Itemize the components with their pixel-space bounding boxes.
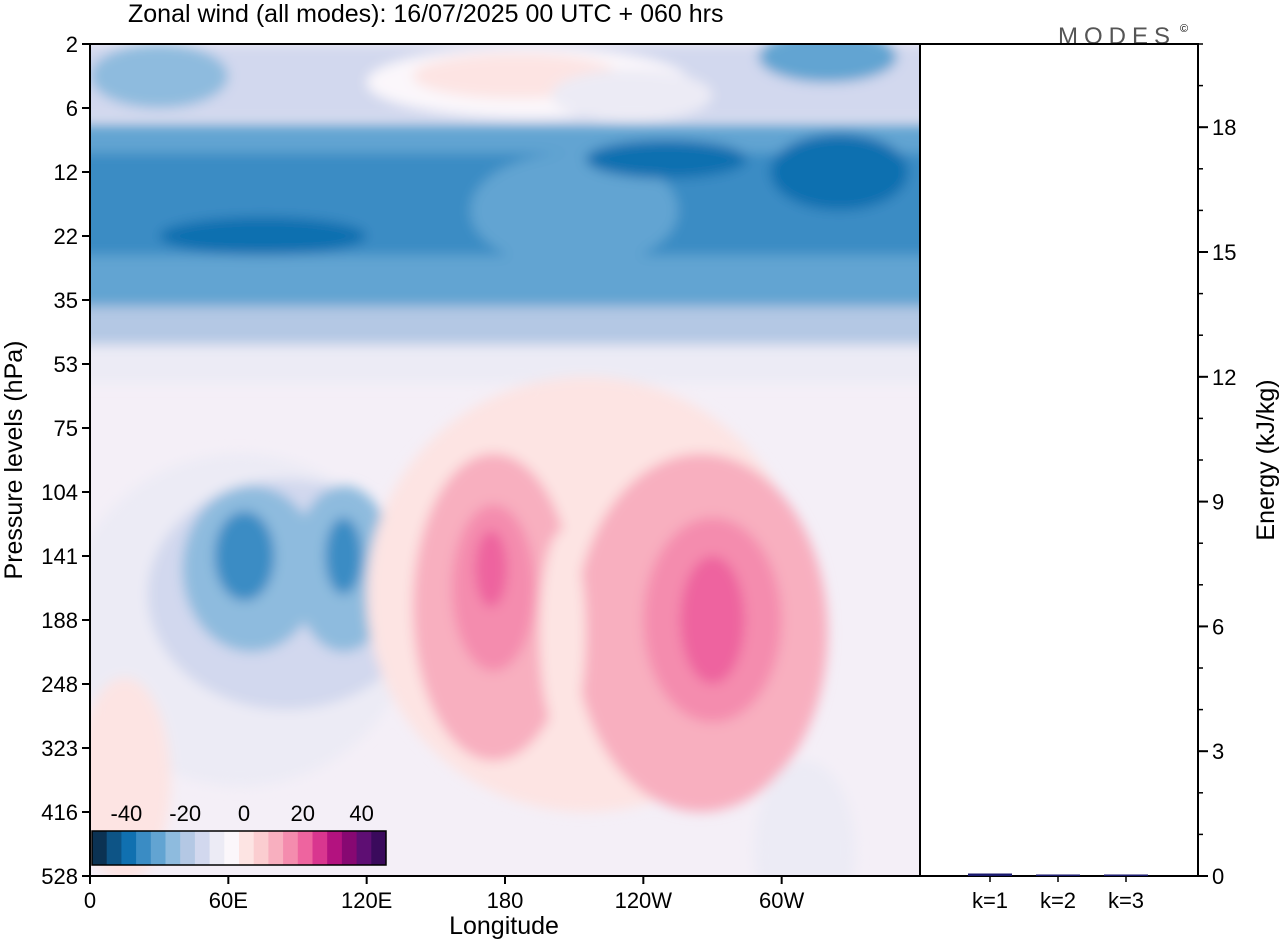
wind-contour [754, 760, 856, 876]
colorbar: -40 -20 0 20 40 [91, 801, 387, 866]
energy-frame [919, 43, 1199, 877]
colorbar-swatch [165, 831, 181, 865]
colorbar-swatch [209, 831, 225, 865]
colorbar-swatch [283, 831, 299, 865]
y-tick-label: 528 [41, 864, 78, 889]
colorbar-tick-label: 40 [349, 801, 373, 826]
wind-contour [90, 677, 171, 876]
x-tick-label: 120E [341, 888, 392, 913]
x-tick-label: 120W [615, 888, 673, 913]
longitude-axis: 0 60E 120E 180 120W 60W [84, 876, 805, 913]
energy-tick-label: 12 [1212, 365, 1236, 390]
y-tick-label: 6 [66, 96, 78, 121]
energy-bar [1036, 874, 1080, 876]
energy-axis-label: Energy (kJ/kg) [1252, 379, 1280, 540]
y-tick-label: 75 [54, 416, 78, 441]
energy-bar [1104, 874, 1148, 876]
colorbar-tick-label: 20 [291, 801, 315, 826]
x-tick-label: 60W [759, 888, 804, 913]
colorbar-tick-label: -40 [111, 801, 143, 826]
energy-bar [968, 873, 1012, 876]
y-tick-label: 12 [54, 160, 78, 185]
colorbar-swatch [341, 831, 358, 865]
y-tick-label: 104 [41, 480, 78, 505]
wind-heatmap [90, 44, 920, 876]
y-tick-label: 53 [54, 352, 78, 377]
y-tick-label: 248 [41, 672, 78, 697]
y-tick-label: 22 [54, 224, 78, 249]
x-tick-label: 0 [84, 888, 96, 913]
wind-contour [770, 133, 909, 211]
wind-contour [551, 69, 713, 121]
y-tick-label: 35 [54, 288, 78, 313]
energy-tick-label: 6 [1212, 614, 1224, 639]
colorbar-tick-label: -20 [169, 801, 201, 826]
pressure-axis: 2 6 12 22 35 53 75 104 141 188 248 323 416 528 [41, 32, 90, 889]
colorbar-swatch [356, 831, 372, 865]
wind-contour [680, 556, 745, 684]
wind-contour [585, 140, 748, 179]
energy-tick-label: 18 [1212, 115, 1236, 140]
energy-tick-label: 0 [1212, 864, 1224, 889]
wind-contour [475, 530, 508, 608]
colorbar-swatch [92, 831, 108, 865]
energy-category-label: k=3 [1108, 888, 1144, 913]
wind-band [90, 344, 920, 384]
y-tick-label: 188 [41, 608, 78, 633]
colorbar-swatch [106, 831, 122, 865]
y-tick-label: 323 [41, 736, 78, 761]
logo-copyright-mark: © [1180, 23, 1188, 35]
colorbar-swatch [268, 831, 284, 865]
wind-band [90, 306, 920, 345]
colorbar-swatch [121, 831, 137, 865]
y-tick-label: 141 [41, 544, 78, 569]
y-tick-label: 416 [41, 800, 78, 825]
wind-contour [470, 152, 678, 268]
wind-contour [159, 216, 367, 256]
wind-contour [214, 511, 275, 601]
energy-category-label: k=2 [1040, 888, 1076, 913]
colorbar-swatch [224, 831, 240, 865]
energy-tick-label: 3 [1212, 739, 1224, 764]
wind-contour [758, 44, 897, 83]
colorbar-swatch [239, 831, 255, 865]
colorbar-swatch [180, 831, 196, 865]
colorbar-swatch [312, 831, 328, 865]
wind-contour [325, 517, 363, 595]
colorbar-frame [91, 830, 387, 866]
energy-tick-label: 15 [1212, 240, 1236, 265]
y-tick-label: 2 [66, 32, 78, 57]
y-axis-label: Pressure levels (hPa) [0, 341, 28, 580]
colorbar-swatch [297, 831, 313, 865]
colorbar-swatch [150, 831, 166, 865]
x-axis-label: Longitude [449, 912, 559, 940]
colorbar-swatch [136, 831, 152, 865]
energy-tick-label: 9 [1212, 490, 1224, 515]
chart-title: Zonal wind (all modes): 16/07/2025 00 UT… [128, 0, 723, 28]
colorbar-swatch [194, 831, 211, 865]
colorbar-tick-label: 0 [238, 801, 250, 826]
wind-contour [90, 44, 229, 108]
energy-category-label: k=1 [972, 888, 1008, 913]
colorbar-swatch [253, 831, 269, 865]
colorbar-swatch [371, 831, 387, 865]
energy-bar-chart: 0 3 6 9 12 15 18 k=1 k=2 k=3 [919, 43, 1236, 913]
x-tick-label: 180 [487, 888, 524, 913]
x-tick-label: 60E [209, 888, 248, 913]
wind-field [90, 44, 920, 876]
colorbar-swatch [327, 831, 343, 865]
wind-contour [539, 530, 586, 736]
